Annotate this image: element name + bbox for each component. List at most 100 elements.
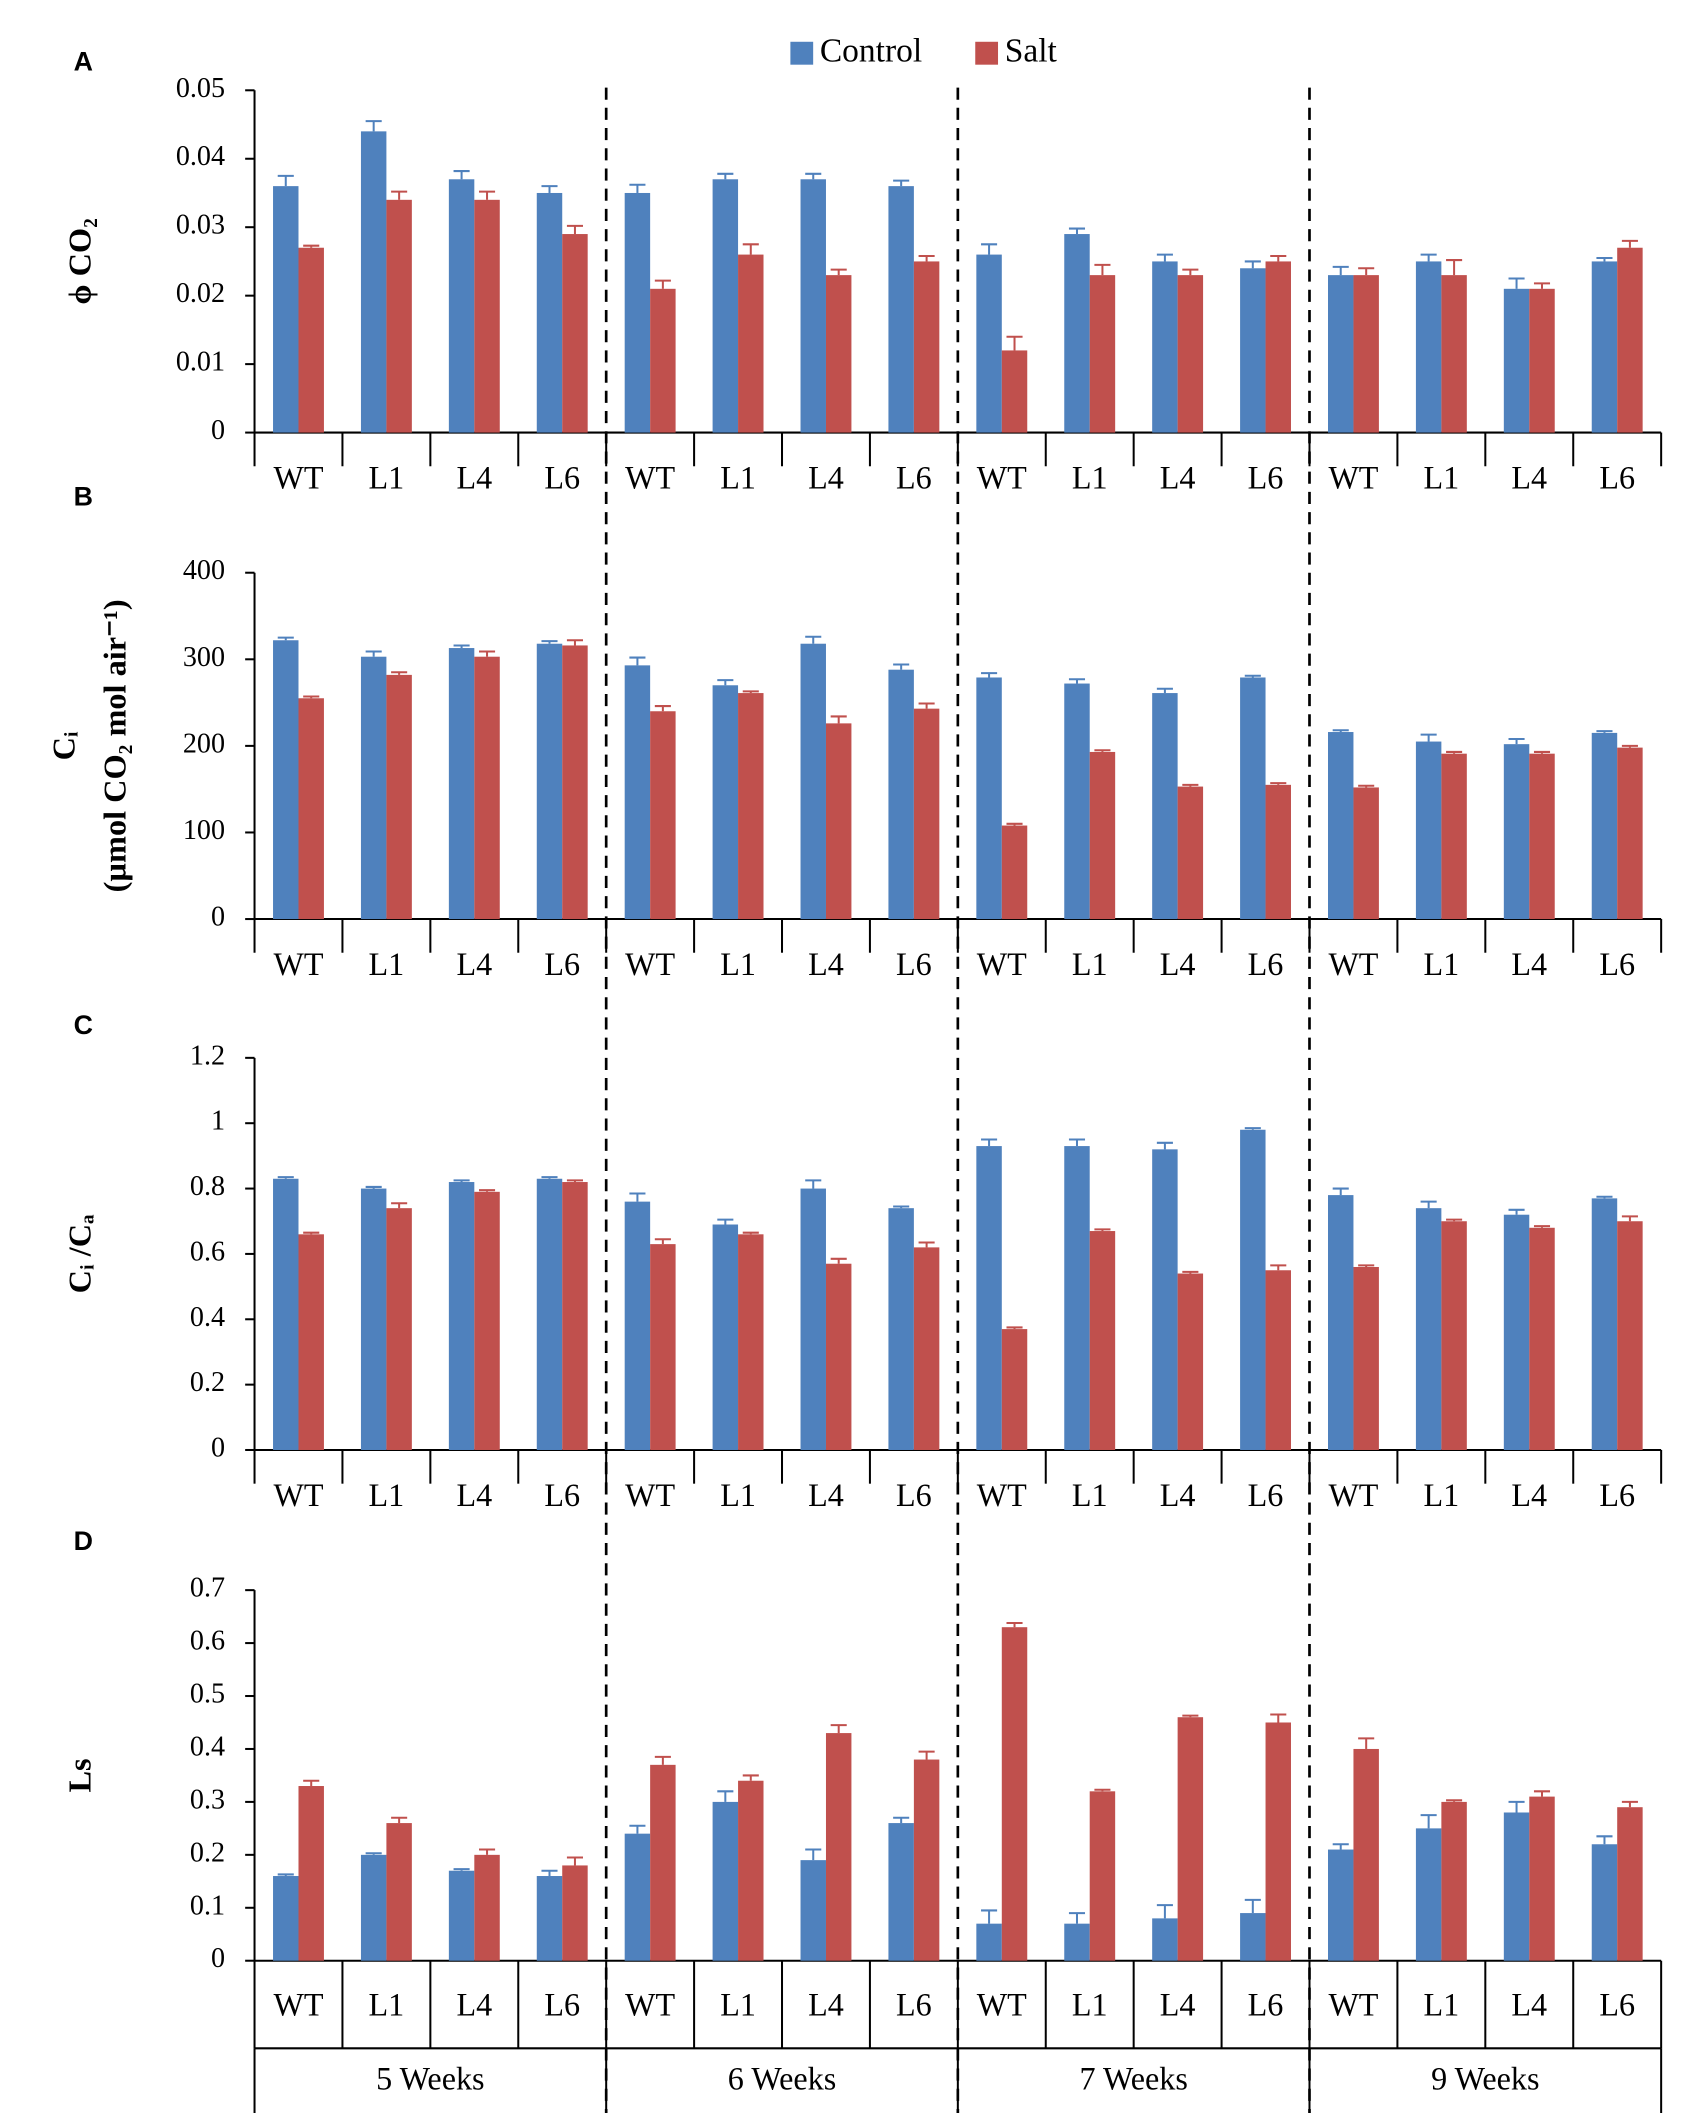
panel-letter: C — [74, 1010, 93, 1040]
bar — [976, 1146, 1002, 1450]
bar — [1177, 1273, 1204, 1450]
bar-group — [1503, 277, 1530, 433]
bar-group — [1064, 678, 1090, 920]
bar — [273, 640, 299, 920]
bar-group — [1240, 674, 1266, 920]
bar-group — [360, 1852, 387, 1961]
x-tick-label: L4 — [456, 1986, 492, 2022]
bar — [825, 723, 852, 920]
bar-group — [360, 120, 387, 433]
bar — [448, 648, 475, 920]
bar — [298, 1234, 324, 1450]
y-tick-label: 400 — [183, 555, 225, 586]
y-tick-label: 0 — [211, 1432, 225, 1463]
group-label: 5 Weeks — [376, 2060, 484, 2096]
bar — [1001, 825, 1028, 920]
bar-group — [1001, 822, 1028, 920]
bar — [360, 1188, 387, 1450]
bar-group — [1327, 265, 1354, 433]
bar-group — [1152, 1904, 1178, 1961]
bar-group — [1089, 263, 1116, 433]
bar — [1064, 1923, 1090, 1961]
bar-group — [386, 1816, 412, 1961]
bar-group — [562, 639, 588, 920]
bar — [1265, 1722, 1291, 1961]
bar-group — [1353, 784, 1379, 920]
y-tick-label: 0.6 — [190, 1236, 225, 1267]
bar-group — [1529, 1790, 1555, 1961]
y-tick-label: 0.4 — [190, 1731, 225, 1762]
bar-group — [386, 190, 412, 433]
y-tick-label: 300 — [183, 642, 225, 673]
bar-group — [1415, 1814, 1442, 1961]
y-tick-label: 0.2 — [190, 1837, 225, 1868]
x-tick-label: L1 — [1072, 1477, 1108, 1513]
bar-group — [1240, 260, 1266, 433]
bar-group — [624, 183, 651, 433]
bar-group — [1152, 1141, 1178, 1450]
y-tick-label: 0.7 — [190, 1573, 225, 1604]
bar-group — [1177, 783, 1204, 920]
bar — [298, 1786, 324, 1961]
x-tick-label: L4 — [456, 946, 492, 982]
bar-group — [800, 172, 826, 433]
x-tick-label: L1 — [369, 1986, 405, 2022]
x-tick-label: L4 — [456, 459, 492, 495]
bar-group — [1415, 733, 1442, 920]
bar — [1064, 683, 1090, 920]
legend-swatch — [790, 41, 814, 65]
bar-group — [738, 1231, 764, 1450]
bar-group — [1617, 1800, 1643, 1961]
y-axis-label: (µmol CO₂ mol air⁻¹) — [96, 599, 132, 892]
x-tick-label: L1 — [1424, 1477, 1460, 1513]
bar — [448, 179, 475, 433]
bar-group — [1415, 253, 1442, 433]
bar — [1240, 268, 1266, 433]
bar-group — [976, 243, 1002, 433]
bar — [738, 254, 764, 433]
bar-group — [1503, 1208, 1530, 1450]
bar — [1240, 1129, 1266, 1450]
bar — [650, 288, 676, 433]
bar — [1529, 753, 1555, 920]
bar — [1591, 1844, 1618, 1961]
x-tick-label: L4 — [1511, 1986, 1547, 2022]
bar-group — [913, 1750, 940, 1961]
bar — [624, 665, 651, 920]
bar-group — [386, 671, 412, 920]
x-tick-label: L6 — [1599, 1986, 1635, 2022]
y-tick-label: 0.6 — [190, 1625, 225, 1656]
bar — [712, 685, 739, 920]
bar-group — [448, 644, 475, 920]
y-axis-label: Cᵢ — [45, 731, 81, 760]
x-tick-label: L6 — [544, 1986, 580, 2022]
bar-group — [1591, 1195, 1618, 1450]
bar — [1089, 275, 1116, 433]
bar — [360, 131, 387, 433]
bar — [298, 247, 324, 433]
bar-group — [1327, 1187, 1354, 1450]
bar — [913, 708, 940, 920]
bar-group — [298, 244, 324, 433]
bar — [1591, 732, 1618, 920]
bar — [1177, 275, 1204, 433]
bar-group — [1617, 239, 1643, 433]
bar-group — [1415, 1200, 1442, 1450]
x-tick-label: L4 — [1160, 1477, 1196, 1513]
bar — [1617, 1221, 1643, 1450]
bar — [913, 1759, 940, 1961]
bar-group — [273, 636, 299, 920]
bar-group — [712, 1218, 739, 1450]
bar — [1240, 1913, 1266, 1961]
bar — [738, 1234, 764, 1450]
y-tick-label: 0.04 — [176, 141, 225, 172]
bar-group — [386, 1202, 412, 1450]
x-tick-label: L4 — [808, 459, 844, 495]
x-tick-label: WT — [977, 1477, 1027, 1513]
bar — [913, 1247, 940, 1450]
bar-group — [1265, 782, 1291, 920]
bar-group — [536, 1869, 563, 1961]
bar-group — [888, 1816, 914, 1961]
bar — [624, 1201, 651, 1450]
x-tick-label: WT — [1328, 459, 1378, 495]
